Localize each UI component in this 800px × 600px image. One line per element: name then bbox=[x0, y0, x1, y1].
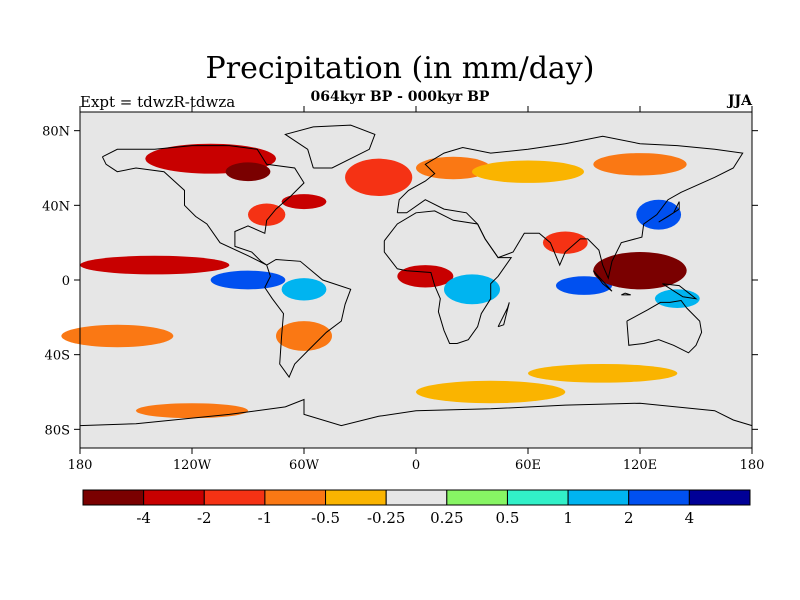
precip-region bbox=[472, 160, 584, 183]
colorbar-label: -2 bbox=[197, 509, 212, 527]
precip-region bbox=[397, 265, 454, 288]
lat-tick-label: 80S bbox=[45, 423, 70, 438]
colorbar-swatch bbox=[264, 489, 327, 506]
lon-tick-label: 120E bbox=[623, 458, 657, 473]
precip-region bbox=[636, 199, 682, 230]
colorbar-label: 0.25 bbox=[430, 509, 463, 527]
coastline-9 bbox=[662, 283, 698, 300]
colorbar-swatch bbox=[325, 489, 387, 506]
lon-tick-label: 180 bbox=[68, 458, 93, 473]
colorbar-label: 4 bbox=[685, 509, 695, 527]
precip-region bbox=[136, 403, 248, 419]
precip-region bbox=[61, 324, 174, 348]
colorbar-swatch bbox=[567, 489, 630, 506]
precipitation-regions bbox=[61, 143, 700, 419]
coastline-2 bbox=[396, 135, 744, 280]
coastline-4 bbox=[626, 299, 703, 354]
precip-region bbox=[345, 158, 413, 196]
experiment-label: Expt = tdwzR-tdwza bbox=[80, 93, 236, 111]
precip-region bbox=[276, 321, 332, 351]
lon-tick-label: 120W bbox=[173, 458, 212, 473]
colorbar-label: -0.25 bbox=[367, 509, 405, 527]
colorbar-swatch bbox=[506, 489, 569, 506]
colorbar-label: -0.5 bbox=[311, 509, 340, 527]
precip-region bbox=[593, 153, 687, 176]
coastline-5 bbox=[284, 124, 376, 169]
precip-region bbox=[542, 231, 588, 254]
coastline-1 bbox=[264, 258, 352, 379]
chart-title: Precipitation (in mm/day) bbox=[205, 51, 595, 86]
colorbar-swatch bbox=[82, 489, 145, 506]
chart-subtitle: 064kyr BP - 000kyr BP bbox=[310, 89, 490, 105]
precip-region bbox=[210, 270, 286, 290]
lat-tick-label: 0 bbox=[62, 274, 70, 289]
lat-tick-label: 40S bbox=[45, 349, 70, 364]
season-label: JJA bbox=[727, 93, 752, 109]
colorbar-label: 1 bbox=[563, 509, 573, 527]
precip-region bbox=[281, 278, 327, 301]
lon-tick-label: 60E bbox=[515, 458, 541, 473]
colorbar-swatch bbox=[688, 489, 751, 506]
axis-ticks: 80N 40N 0 40S 80S 180 120W 60W 0 60E 120E 180 bbox=[42, 106, 764, 473]
colorbar-label: 2 bbox=[624, 509, 634, 527]
precip-region bbox=[281, 194, 327, 210]
coastline-11 bbox=[79, 398, 753, 427]
coastline-7 bbox=[592, 270, 613, 292]
precip-region bbox=[225, 162, 271, 182]
colorbar-swatch bbox=[203, 489, 266, 506]
coastline-8 bbox=[621, 292, 631, 296]
colorbar-label: -4 bbox=[136, 509, 151, 527]
coastline-6 bbox=[497, 302, 510, 328]
colorbar: -4 -2 -1 -0.5 -0.25 0.25 0.5 1 2 4 bbox=[82, 489, 751, 527]
precip-region bbox=[556, 276, 612, 295]
lon-tick-label: 180 bbox=[740, 458, 765, 473]
lat-tick-label: 40N bbox=[42, 199, 70, 214]
coastlines bbox=[79, 124, 753, 427]
colorbar-swatch bbox=[143, 489, 205, 506]
colorbar-swatch bbox=[628, 489, 690, 506]
lat-tick-label: 80N bbox=[42, 125, 70, 140]
colorbar-swatch bbox=[446, 489, 508, 506]
precip-region bbox=[654, 289, 700, 308]
coastline-0 bbox=[101, 145, 305, 266]
coastline-10 bbox=[658, 201, 680, 223]
precip-region bbox=[528, 364, 678, 383]
precip-region bbox=[593, 251, 687, 290]
precip-region bbox=[80, 255, 230, 275]
colorbar-swatch bbox=[385, 489, 448, 506]
colorbar-label: -1 bbox=[258, 509, 273, 527]
lon-tick-label: 0 bbox=[412, 458, 420, 473]
colorbar-label: 0.5 bbox=[496, 509, 520, 527]
lon-tick-label: 60W bbox=[289, 458, 320, 473]
precip-region bbox=[444, 274, 500, 305]
precip-region bbox=[416, 380, 566, 404]
coastline-3 bbox=[383, 210, 513, 344]
